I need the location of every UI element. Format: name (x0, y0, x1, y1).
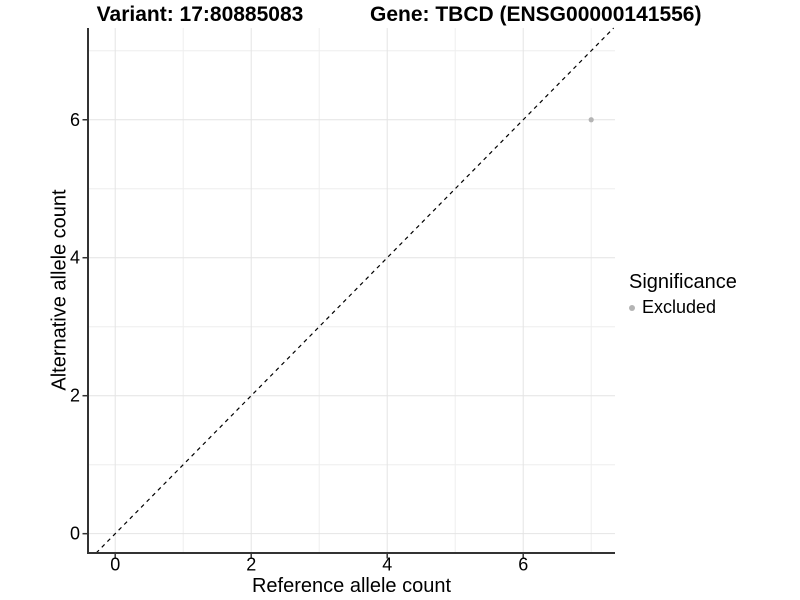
y-tick-label: 4 (70, 248, 80, 268)
y-tick-label: 0 (70, 524, 80, 544)
x-tick-label: 6 (518, 555, 528, 575)
x-tick-label: 4 (382, 555, 392, 575)
y-tick-label: 2 (70, 386, 80, 406)
legend-item-excluded: Excluded (629, 297, 737, 318)
variant-title: Variant: 17:80885083 (96, 3, 304, 26)
identity-reference-line (95, 27, 615, 554)
gene-title: Gene: TBCD (ENSG00000141556) (370, 3, 702, 26)
data-point (588, 117, 594, 123)
y-tick-label: 6 (70, 110, 80, 130)
legend-title: Significance (629, 271, 737, 293)
x-tick-label: 0 (110, 555, 120, 575)
x-tick-label: 2 (246, 555, 256, 575)
legend-point-icon (629, 304, 635, 311)
legend-item-label: Excluded (642, 297, 717, 317)
x-axis-title: Reference allele count (251, 575, 451, 597)
legend: Significance Excluded (629, 271, 737, 318)
